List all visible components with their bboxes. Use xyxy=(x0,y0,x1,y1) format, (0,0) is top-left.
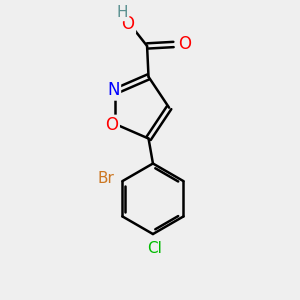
Text: H: H xyxy=(116,5,128,20)
Text: O: O xyxy=(122,15,134,33)
Text: Cl: Cl xyxy=(147,241,162,256)
Text: N: N xyxy=(107,81,119,99)
Text: O: O xyxy=(178,35,191,53)
Text: O: O xyxy=(105,116,118,134)
Text: Br: Br xyxy=(98,171,115,186)
